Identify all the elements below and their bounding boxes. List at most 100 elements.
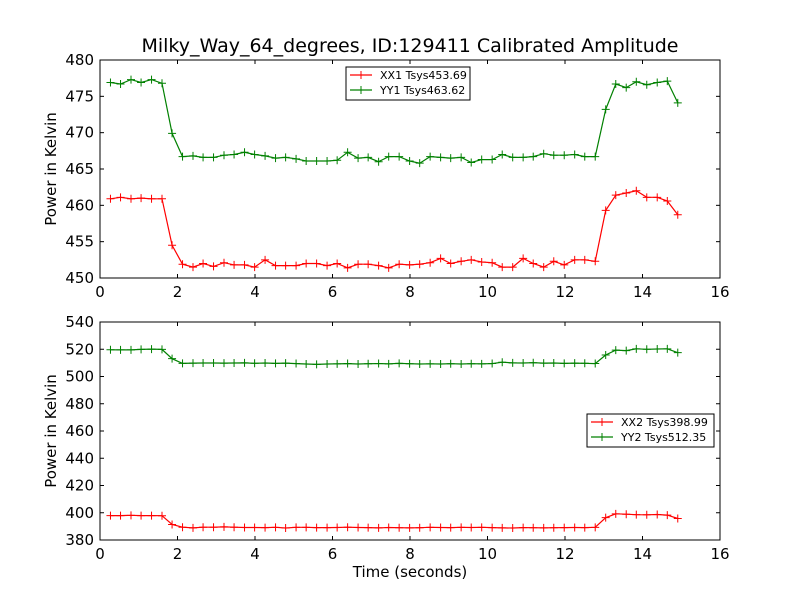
data-point — [560, 523, 569, 532]
data-point — [549, 257, 558, 266]
data-point — [302, 259, 311, 268]
x-tick-label: 8 — [405, 283, 415, 301]
data-point — [673, 210, 682, 219]
data-point — [230, 150, 239, 159]
data-point — [601, 206, 610, 215]
legend: XX2 Tsys398.99 YY2 Tsys512.35 — [586, 413, 715, 448]
data-point — [220, 522, 228, 531]
data-point — [137, 194, 146, 203]
data-point — [209, 153, 218, 162]
data-point — [446, 154, 455, 163]
data-point — [570, 255, 579, 264]
data-point — [673, 348, 682, 357]
data-point — [539, 359, 548, 368]
data-point — [498, 150, 507, 159]
y-tick-label: 380 — [65, 531, 94, 549]
data-point — [426, 359, 435, 368]
data-point — [508, 358, 517, 367]
y-tick-label: 540 — [65, 313, 94, 331]
data-point — [663, 77, 672, 86]
data-point — [106, 194, 115, 203]
data-point — [426, 152, 435, 161]
data-point — [178, 152, 187, 161]
data-point — [364, 260, 373, 269]
data-point — [250, 263, 259, 272]
data-point — [333, 259, 342, 268]
x-tick-label: 0 — [95, 283, 105, 301]
data-point — [333, 156, 342, 165]
data-point — [632, 510, 641, 519]
y-tick-label: 475 — [65, 87, 94, 105]
data-point — [477, 359, 486, 368]
data-point — [384, 263, 393, 272]
data-point — [580, 255, 589, 264]
data-point — [292, 359, 301, 368]
data-point — [271, 154, 280, 163]
data-point — [168, 354, 177, 363]
data-point — [158, 194, 166, 203]
data-point — [570, 359, 579, 368]
data-point — [591, 257, 600, 266]
data-point — [591, 523, 600, 532]
data-point — [240, 358, 249, 367]
data-point — [312, 360, 321, 369]
data-point — [343, 359, 352, 368]
data-point — [653, 78, 662, 87]
data-point — [312, 157, 321, 166]
data-point — [323, 261, 332, 270]
data-point — [467, 523, 476, 532]
data-point — [436, 153, 445, 162]
data-point — [250, 523, 259, 532]
data-point — [642, 510, 651, 519]
data-point — [601, 105, 610, 114]
data-point — [384, 359, 393, 368]
y-tick-label: 450 — [65, 269, 94, 287]
legend-marker — [598, 418, 606, 426]
data-point — [106, 78, 115, 87]
y-tick-label: 455 — [65, 233, 94, 251]
y-axis-label: Power in Kelvin — [42, 112, 60, 226]
data-point — [611, 79, 620, 88]
y-tick-label: 400 — [65, 504, 94, 522]
data-point — [395, 152, 404, 161]
y-tick-label: 470 — [65, 124, 94, 142]
data-point — [436, 523, 445, 532]
data-point — [477, 155, 486, 164]
data-point — [426, 523, 435, 532]
data-point — [333, 359, 342, 368]
x-tick-label: 4 — [250, 283, 260, 301]
data-point — [343, 263, 352, 272]
data-point — [354, 523, 363, 532]
data-point — [333, 523, 342, 532]
data-point — [446, 523, 455, 532]
data-point — [488, 258, 497, 267]
series-line — [110, 348, 679, 366]
series-line — [110, 513, 678, 529]
data-point — [539, 149, 548, 158]
x-tick-label: 10 — [478, 545, 497, 563]
data-point — [292, 154, 301, 163]
data-point — [281, 359, 290, 368]
data-point — [519, 359, 528, 368]
data-point — [323, 523, 332, 532]
data-point — [127, 194, 135, 203]
data-point — [127, 345, 135, 354]
data-point — [467, 158, 476, 167]
data-point — [663, 511, 672, 520]
data-point — [189, 523, 197, 532]
data-point — [405, 359, 414, 368]
data-point — [508, 524, 517, 533]
data-point — [642, 193, 651, 202]
legend-box — [586, 413, 715, 448]
data-point — [570, 150, 579, 159]
data-point — [488, 359, 497, 368]
data-point — [116, 79, 125, 88]
data-point — [426, 258, 435, 267]
data-point — [343, 523, 352, 532]
data-point — [477, 523, 486, 532]
data-point — [168, 520, 177, 529]
data-point — [230, 359, 239, 368]
y-tick-label: 440 — [65, 449, 94, 467]
data-point — [560, 260, 569, 269]
